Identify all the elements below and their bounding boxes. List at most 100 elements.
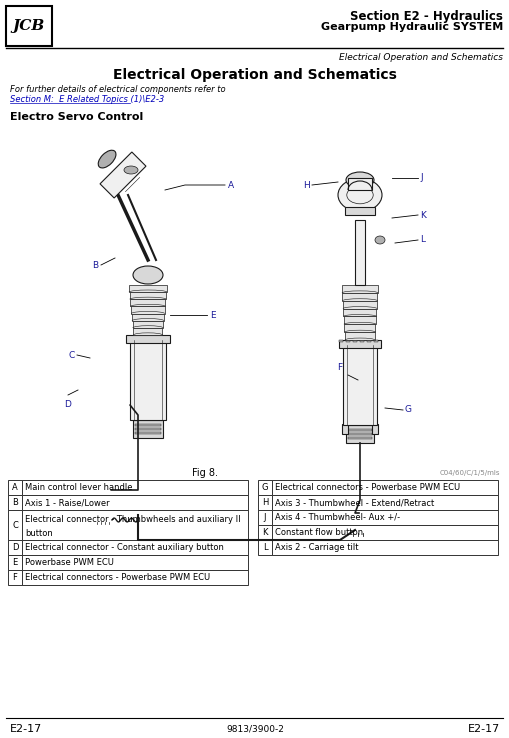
Text: Axis 2 - Carriage tilt: Axis 2 - Carriage tilt [274,543,358,552]
Bar [22,555,247,570]
Bar [258,495,271,510]
Ellipse shape [124,166,138,174]
Bar [338,340,380,348]
Text: B: B [12,498,18,507]
Text: Electrical Operation and Schematics: Electrical Operation and Schematics [338,53,502,62]
Bar [347,437,371,439]
Text: G: G [261,483,268,492]
Bar [132,321,163,328]
Bar [135,428,161,430]
Text: Gearpump Hydraulic SYSTEM: Gearpump Hydraulic SYSTEM [320,22,502,32]
Bar [22,570,247,585]
Text: D: D [65,400,71,409]
Bar [258,510,271,525]
Bar [342,285,377,293]
Text: Electrical connectors - Powerbase PWM ECU: Electrical connectors - Powerbase PWM EC… [274,483,459,492]
Bar [132,314,164,321]
Bar [133,328,162,335]
Bar [8,555,22,570]
Bar [22,540,247,555]
Bar [133,420,163,438]
Bar [271,480,497,495]
Bar [8,510,22,540]
Bar [258,525,271,540]
Bar [345,425,373,443]
Text: Electrical Operation and Schematics: Electrical Operation and Schematics [113,68,396,82]
Text: Constant flow button: Constant flow button [274,528,362,537]
Text: A: A [12,483,18,492]
Bar [342,424,347,434]
Bar [22,495,247,510]
Bar [258,540,271,555]
Bar [129,292,166,300]
Bar [271,525,497,540]
Bar [343,345,376,425]
Ellipse shape [98,151,116,168]
Bar [347,178,371,190]
Bar [366,340,370,342]
Ellipse shape [348,528,366,542]
Text: L: L [262,543,267,552]
Bar [343,308,376,317]
Polygon shape [100,152,146,198]
Bar [347,429,371,431]
Text: C04/60/C/1/5/mls: C04/60/C/1/5/mls [439,470,499,476]
Bar [93,485,111,495]
Bar [373,340,377,342]
Text: J: J [263,513,266,522]
Bar [271,510,497,525]
Bar [347,433,371,435]
Text: Main control lever handle: Main control lever handle [25,483,132,492]
Bar [345,340,349,342]
Text: Electrical connector - Thumbwheels and auxiliary II: Electrical connector - Thumbwheels and a… [25,514,240,523]
Bar [358,510,372,518]
Text: E: E [12,558,18,567]
Text: B: B [92,261,98,269]
Text: G: G [404,405,411,415]
Text: K: K [262,528,267,537]
Text: Electrical connectors - Powerbase PWM ECU: Electrical connectors - Powerbase PWM EC… [25,573,210,582]
Text: E2-17: E2-17 [10,724,42,734]
Text: H: H [303,181,309,190]
Text: A: A [228,181,234,190]
Bar [22,510,247,540]
Text: E2-17: E2-17 [467,724,499,734]
Text: JCB: JCB [13,19,45,33]
Bar [8,570,22,585]
Bar [342,293,377,300]
Bar [131,306,164,314]
Bar [344,207,374,215]
Text: L: L [419,235,424,244]
Ellipse shape [351,509,365,521]
Bar [344,317,375,324]
Bar [126,335,169,343]
Ellipse shape [374,236,384,244]
Text: F: F [337,363,342,372]
Text: Axis 1 - Raise/Lower: Axis 1 - Raise/Lower [25,498,109,507]
Ellipse shape [76,516,96,530]
Text: D: D [12,543,18,552]
Ellipse shape [82,485,92,495]
Bar [271,540,497,555]
Bar [130,340,165,420]
Text: H: H [261,498,268,507]
Ellipse shape [345,172,373,188]
Bar [258,480,271,495]
Bar [135,424,161,426]
Bar [22,480,247,495]
Text: Axis 3 - Thumbwheel - Extend/Retract: Axis 3 - Thumbwheel - Extend/Retract [274,498,433,507]
Text: 9813/3900-2: 9813/3900-2 [225,724,284,733]
Bar [8,495,22,510]
Text: C: C [69,351,75,359]
Bar [352,340,356,342]
Text: J: J [419,173,422,182]
Text: Powerbase PWM ECU: Powerbase PWM ECU [25,558,114,567]
Bar [129,285,166,292]
Text: button: button [25,529,52,539]
Bar [343,300,376,308]
Bar [271,495,497,510]
Bar [371,424,377,434]
Bar [338,340,343,342]
Bar [354,220,364,285]
Bar [8,480,22,495]
